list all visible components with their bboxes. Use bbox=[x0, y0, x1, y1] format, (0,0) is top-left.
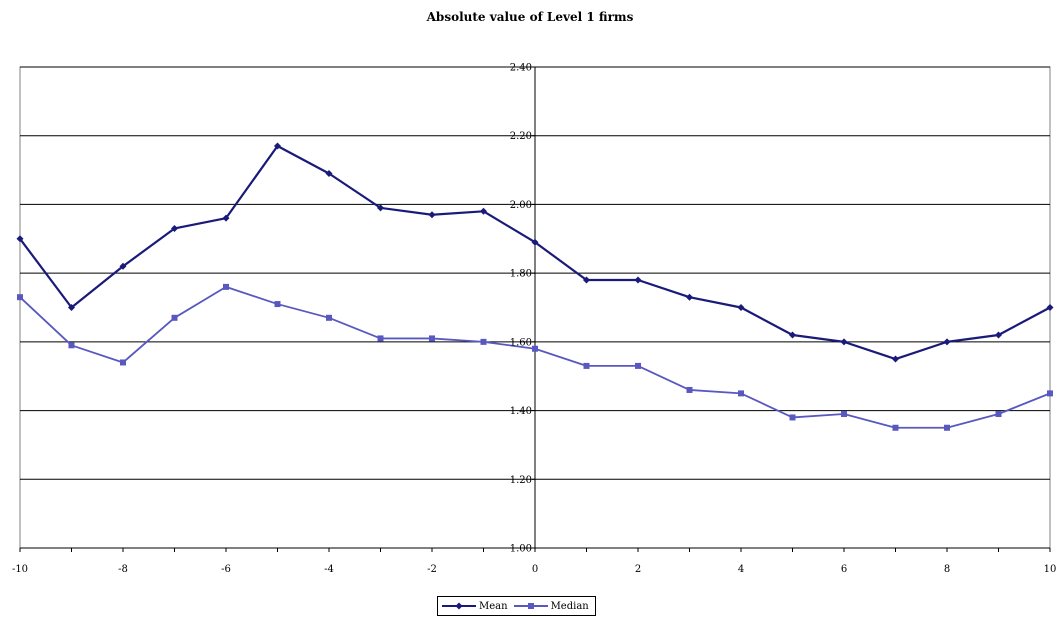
x-tick-label: -10 bbox=[12, 564, 28, 575]
x-tick-label: -6 bbox=[221, 564, 231, 575]
data-point-median bbox=[686, 386, 693, 393]
legend-swatch-median bbox=[513, 603, 548, 609]
x-tick-label: 4 bbox=[738, 564, 744, 575]
data-point-mean bbox=[531, 238, 539, 246]
data-point-median bbox=[1047, 390, 1053, 397]
chart-legend: Mean Median bbox=[437, 596, 596, 616]
x-tick-label: 8 bbox=[944, 564, 950, 575]
data-point-mean bbox=[222, 214, 230, 222]
chart-title: Absolute value of Level 1 firms bbox=[426, 10, 634, 24]
data-point-median bbox=[68, 342, 75, 349]
legend-item-median: Median bbox=[513, 600, 589, 612]
data-point-median bbox=[583, 362, 590, 369]
legend-swatch-mean bbox=[442, 602, 476, 610]
data-point-median bbox=[532, 345, 538, 352]
data-point-mean bbox=[428, 211, 436, 219]
x-tick-label: -4 bbox=[324, 564, 334, 575]
line-chart: 1.00 1.20 1.40 1.60 1.80 2.00 2.20 2.40 -10 -8 -6 -… bbox=[12, 63, 1057, 576]
y-tick-label: 1.60 bbox=[510, 337, 532, 348]
x-tick-label: -2 bbox=[427, 564, 437, 575]
y-tick-label: 2.20 bbox=[510, 131, 532, 142]
data-point-median bbox=[480, 338, 487, 345]
data-point-mean bbox=[1046, 304, 1054, 311]
data-point-mean bbox=[274, 142, 281, 150]
y-tick-label: 2.00 bbox=[510, 200, 532, 211]
data-point-mean bbox=[737, 304, 745, 311]
data-point-mean bbox=[995, 331, 1002, 339]
data-point-median bbox=[274, 301, 281, 308]
legend-label-mean: Mean bbox=[479, 600, 508, 612]
x-tick-label: 10 bbox=[1044, 564, 1057, 575]
data-point-median bbox=[635, 362, 641, 369]
data-point-median bbox=[171, 314, 178, 321]
x-tick-label: 2 bbox=[635, 564, 641, 575]
y-tick-label: 2.40 bbox=[510, 63, 532, 74]
data-point-mean bbox=[480, 207, 487, 215]
data-point-median bbox=[120, 359, 126, 366]
data-point-median bbox=[789, 414, 796, 421]
data-point-mean bbox=[943, 338, 951, 346]
data-point-median bbox=[326, 314, 332, 321]
data-point-median bbox=[944, 424, 950, 431]
data-point-mean bbox=[377, 204, 384, 212]
data-point-mean bbox=[686, 293, 693, 301]
data-point-median bbox=[738, 390, 744, 397]
data-point-mean bbox=[634, 276, 642, 284]
data-point-median bbox=[17, 294, 23, 301]
legend-label-median: Median bbox=[550, 600, 589, 612]
x-tick-label: 0 bbox=[532, 564, 538, 575]
data-point-median bbox=[429, 335, 435, 342]
data-point-mean bbox=[583, 276, 590, 284]
data-point-median bbox=[377, 335, 384, 342]
data-point-mean bbox=[840, 338, 848, 346]
data-point-median bbox=[995, 411, 1002, 418]
x-tick-label: -8 bbox=[118, 564, 128, 575]
data-point-mean bbox=[325, 170, 333, 178]
y-tick-label: 1.00 bbox=[510, 544, 532, 555]
data-point-mean bbox=[171, 224, 178, 232]
legend-item-mean: Mean bbox=[442, 601, 508, 612]
y-tick-label: 1.20 bbox=[510, 475, 532, 486]
x-tick-label: 6 bbox=[841, 564, 847, 575]
data-point-mean bbox=[119, 262, 127, 270]
data-point-median bbox=[841, 411, 847, 418]
data-point-mean bbox=[789, 331, 796, 339]
data-point-median bbox=[223, 283, 229, 290]
y-tick-label: 1.40 bbox=[510, 406, 532, 417]
data-point-mean bbox=[16, 235, 24, 243]
data-point-median bbox=[892, 424, 899, 431]
data-point-mean bbox=[68, 304, 75, 311]
y-tick-label: 1.80 bbox=[510, 269, 532, 280]
data-point-mean bbox=[892, 355, 899, 363]
